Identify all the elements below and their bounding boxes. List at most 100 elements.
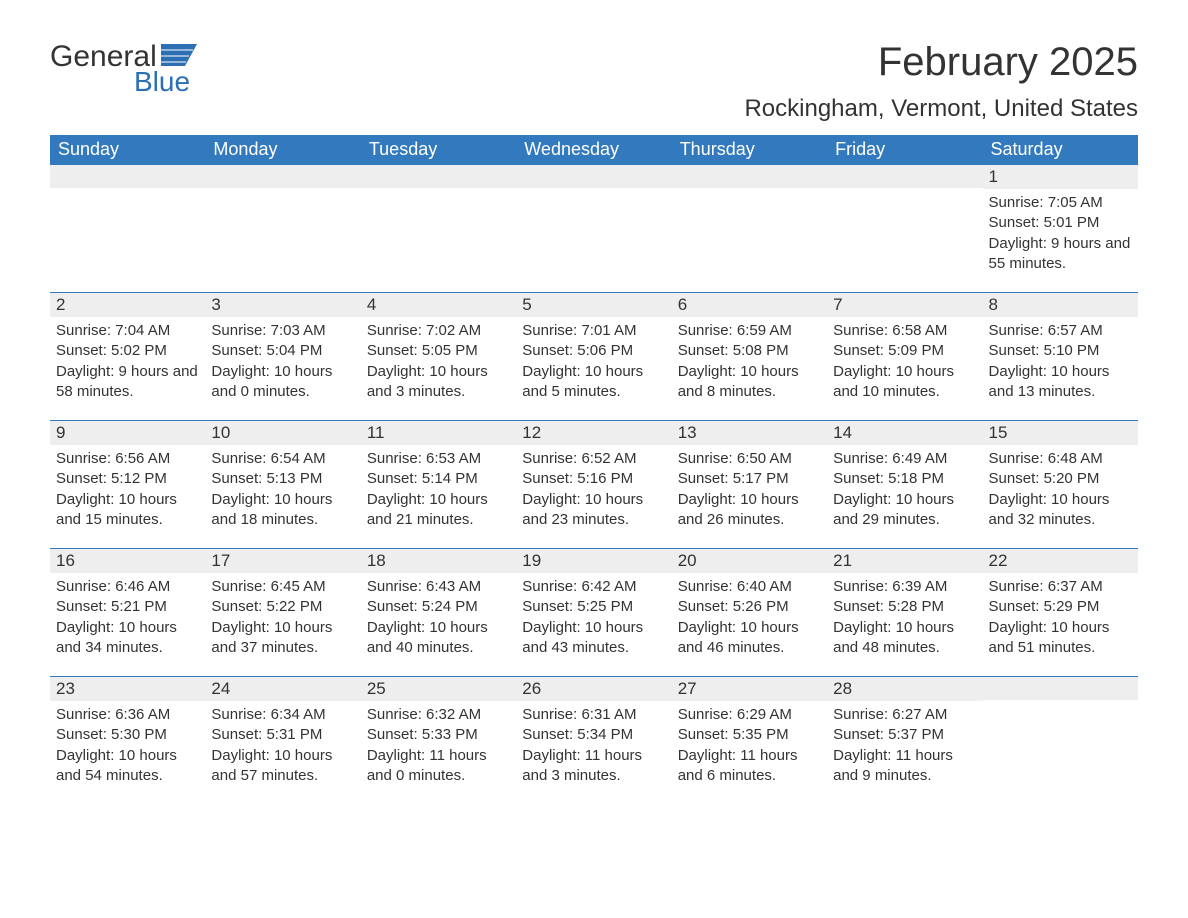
- calendar-day-cell: [983, 676, 1138, 804]
- weekday-header-row: Sunday Monday Tuesday Wednesday Thursday…: [50, 135, 1138, 164]
- day-content: Sunrise: 6:29 AMSunset: 5:35 PMDaylight:…: [672, 701, 827, 790]
- calendar-day-cell: 14Sunrise: 6:49 AMSunset: 5:18 PMDayligh…: [827, 420, 982, 548]
- day-content: Sunrise: 6:56 AMSunset: 5:12 PMDaylight:…: [50, 445, 205, 534]
- calendar-day-cell: 10Sunrise: 6:54 AMSunset: 5:13 PMDayligh…: [205, 420, 360, 548]
- sunset-line: Sunset: 5:22 PM: [211, 597, 354, 617]
- daylight-line: Daylight: 10 hours and 15 minutes.: [56, 490, 199, 531]
- sunset-line: Sunset: 5:02 PM: [56, 341, 199, 361]
- calendar-week-row: 9Sunrise: 6:56 AMSunset: 5:12 PMDaylight…: [50, 420, 1138, 548]
- daylight-line: Daylight: 10 hours and 3 minutes.: [367, 362, 510, 403]
- sunrise-line: Sunrise: 6:45 AM: [211, 577, 354, 597]
- day-content: Sunrise: 6:37 AMSunset: 5:29 PMDaylight:…: [983, 573, 1138, 662]
- weekday-header: Saturday: [983, 135, 1138, 164]
- empty-day-number: [827, 164, 982, 188]
- sunrise-line: Sunrise: 6:43 AM: [367, 577, 510, 597]
- sunrise-line: Sunrise: 6:27 AM: [833, 705, 976, 725]
- day-content: Sunrise: 6:42 AMSunset: 5:25 PMDaylight:…: [516, 573, 671, 662]
- sunset-line: Sunset: 5:26 PM: [678, 597, 821, 617]
- sunset-line: Sunset: 5:35 PM: [678, 725, 821, 745]
- daylight-line: Daylight: 10 hours and 48 minutes.: [833, 618, 976, 659]
- sunset-line: Sunset: 5:21 PM: [56, 597, 199, 617]
- day-number: 19: [516, 548, 671, 573]
- daylight-line: Daylight: 10 hours and 46 minutes.: [678, 618, 821, 659]
- calendar-week-row: 23Sunrise: 6:36 AMSunset: 5:30 PMDayligh…: [50, 676, 1138, 804]
- sunrise-line: Sunrise: 6:46 AM: [56, 577, 199, 597]
- sunset-line: Sunset: 5:18 PM: [833, 469, 976, 489]
- day-content: Sunrise: 6:45 AMSunset: 5:22 PMDaylight:…: [205, 573, 360, 662]
- sunset-line: Sunset: 5:37 PM: [833, 725, 976, 745]
- month-title: February 2025: [744, 40, 1138, 85]
- calendar-day-cell: 20 Sunrise: 6:40 AMSunset: 5:26 PMDayligh…: [672, 548, 827, 676]
- sunrise-line: Sunrise: 7:05 AM: [989, 193, 1132, 213]
- calendar-day-cell: 17Sunrise: 6:45 AMSunset: 5:22 PMDayligh…: [205, 548, 360, 676]
- day-content: Sunrise: 6:39 AMSunset: 5:28 PMDaylight:…: [827, 573, 982, 662]
- day-content: Sunrise: 7:02 AMSunset: 5:05 PMDaylight:…: [361, 317, 516, 406]
- day-content: Sunrise: 6:49 AMSunset: 5:18 PMDaylight:…: [827, 445, 982, 534]
- daylight-line: Daylight: 11 hours and 3 minutes.: [522, 746, 665, 787]
- day-number: 21: [827, 548, 982, 573]
- daylight-line: Daylight: 11 hours and 9 minutes.: [833, 746, 976, 787]
- calendar-week-row: 16Sunrise: 6:46 AMSunset: 5:21 PMDayligh…: [50, 548, 1138, 676]
- sunset-line: Sunset: 5:24 PM: [367, 597, 510, 617]
- sunrise-line: Sunrise: 6:40 AM: [678, 577, 821, 597]
- daylight-line: Daylight: 10 hours and 0 minutes.: [211, 362, 354, 403]
- calendar-day-cell: 6Sunrise: 6:59 AMSunset: 5:08 PMDaylight…: [672, 292, 827, 420]
- day-number: 3: [205, 292, 360, 317]
- day-number: 15: [983, 420, 1138, 445]
- day-content: Sunrise: 6:59 AMSunset: 5:08 PMDaylight:…: [672, 317, 827, 406]
- daylight-line: Daylight: 10 hours and 21 minutes.: [367, 490, 510, 531]
- day-number: 20: [672, 548, 827, 573]
- calendar-day-cell: 18Sunrise: 6:43 AMSunset: 5:24 PMDayligh…: [361, 548, 516, 676]
- sunset-line: Sunset: 5:25 PM: [522, 597, 665, 617]
- sunset-line: Sunset: 5:29 PM: [989, 597, 1132, 617]
- sunrise-line: Sunrise: 6:32 AM: [367, 705, 510, 725]
- calendar-day-cell: 15Sunrise: 6:48 AMSunset: 5:20 PMDayligh…: [983, 420, 1138, 548]
- day-number: 28: [827, 676, 982, 701]
- sunset-line: Sunset: 5:12 PM: [56, 469, 199, 489]
- empty-day-number: [672, 164, 827, 188]
- sunset-line: Sunset: 5:04 PM: [211, 341, 354, 361]
- calendar-day-cell: [672, 164, 827, 292]
- day-content: Sunrise: 6:34 AMSunset: 5:31 PMDaylight:…: [205, 701, 360, 790]
- day-number: 23: [50, 676, 205, 701]
- calendar-day-cell: 9Sunrise: 6:56 AMSunset: 5:12 PMDaylight…: [50, 420, 205, 548]
- calendar-day-cell: 21Sunrise: 6:39 AMSunset: 5:28 PMDayligh…: [827, 548, 982, 676]
- empty-day-number: [516, 164, 671, 188]
- calendar-week-row: 2Sunrise: 7:04 AMSunset: 5:02 PMDaylight…: [50, 292, 1138, 420]
- daylight-line: Daylight: 10 hours and 40 minutes.: [367, 618, 510, 659]
- calendar-day-cell: 3 Sunrise: 7:03 AMSunset: 5:04 PMDaylight…: [205, 292, 360, 420]
- sunset-line: Sunset: 5:17 PM: [678, 469, 821, 489]
- weekday-header: Wednesday: [516, 135, 671, 164]
- day-content: Sunrise: 7:01 AMSunset: 5:06 PMDaylight:…: [516, 317, 671, 406]
- day-number: 14: [827, 420, 982, 445]
- daylight-line: Daylight: 9 hours and 58 minutes.: [56, 362, 199, 403]
- sunset-line: Sunset: 5:10 PM: [989, 341, 1132, 361]
- day-content: Sunrise: 6:52 AMSunset: 5:16 PMDaylight:…: [516, 445, 671, 534]
- day-number: 27: [672, 676, 827, 701]
- sunrise-line: Sunrise: 6:29 AM: [678, 705, 821, 725]
- calendar-day-cell: 24Sunrise: 6:34 AMSunset: 5:31 PMDayligh…: [205, 676, 360, 804]
- header: General Blue February 2025 Rockingham, V…: [50, 40, 1138, 123]
- sunrise-line: Sunrise: 6:50 AM: [678, 449, 821, 469]
- day-content: Sunrise: 6:46 AMSunset: 5:21 PMDaylight:…: [50, 573, 205, 662]
- sunrise-line: Sunrise: 6:59 AM: [678, 321, 821, 341]
- sunrise-line: Sunrise: 7:03 AM: [211, 321, 354, 341]
- day-content: Sunrise: 6:43 AMSunset: 5:24 PMDaylight:…: [361, 573, 516, 662]
- sunset-line: Sunset: 5:31 PM: [211, 725, 354, 745]
- day-content: Sunrise: 6:54 AMSunset: 5:13 PMDaylight:…: [205, 445, 360, 534]
- day-number: 4: [361, 292, 516, 317]
- sunset-line: Sunset: 5:16 PM: [522, 469, 665, 489]
- calendar-week-row: 1Sunrise: 7:05 AMSunset: 5:01 PMDaylight…: [50, 164, 1138, 292]
- daylight-line: Daylight: 10 hours and 5 minutes.: [522, 362, 665, 403]
- sunset-line: Sunset: 5:33 PM: [367, 725, 510, 745]
- calendar-day-cell: 13Sunrise: 6:50 AMSunset: 5:17 PMDayligh…: [672, 420, 827, 548]
- daylight-line: Daylight: 10 hours and 37 minutes.: [211, 618, 354, 659]
- sunrise-line: Sunrise: 6:34 AM: [211, 705, 354, 725]
- day-content: Sunrise: 6:53 AMSunset: 5:14 PMDaylight:…: [361, 445, 516, 534]
- day-content: Sunrise: 7:04 AMSunset: 5:02 PMDaylight:…: [50, 317, 205, 406]
- calendar-day-cell: [516, 164, 671, 292]
- sunrise-line: Sunrise: 6:39 AM: [833, 577, 976, 597]
- calendar-day-cell: 4Sunrise: 7:02 AMSunset: 5:05 PMDaylight…: [361, 292, 516, 420]
- day-number: 5: [516, 292, 671, 317]
- calendar-day-cell: 8Sunrise: 6:57 AMSunset: 5:10 PMDaylight…: [983, 292, 1138, 420]
